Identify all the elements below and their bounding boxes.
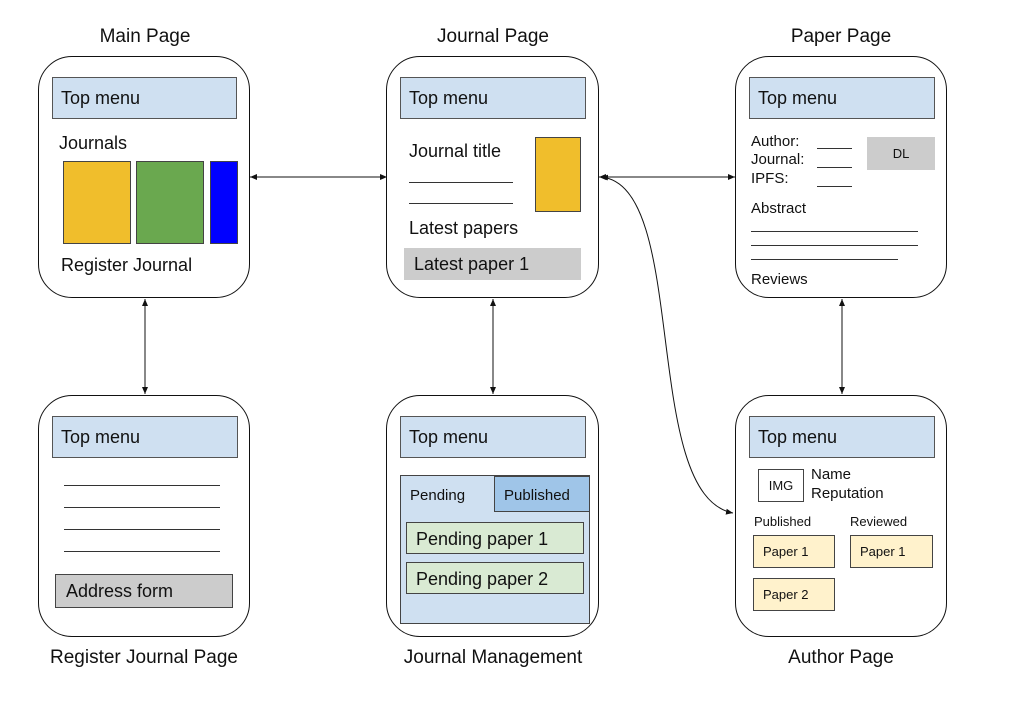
journal-title-line-2 bbox=[409, 203, 513, 204]
tab-published-label: Published bbox=[504, 487, 570, 504]
journal-latest-label: Latest papers bbox=[409, 218, 519, 238]
author-reviewed-item-label: Paper 1 bbox=[860, 544, 906, 559]
journal-top-menu[interactable]: Top menu bbox=[400, 77, 586, 119]
pending-paper-item-label: Pending paper 2 bbox=[416, 569, 549, 589]
journal-cover-image bbox=[535, 137, 581, 212]
journal-tile-green[interactable] bbox=[136, 161, 204, 244]
journal-tile-yellow[interactable] bbox=[63, 161, 131, 244]
paper-abstract-line-2 bbox=[751, 245, 918, 246]
author-name: Name bbox=[811, 466, 852, 483]
journal-title-line-1 bbox=[409, 182, 513, 183]
connector-journal-author bbox=[600, 174, 734, 515]
main-page-card: Top menu Journals Register Journal bbox=[38, 56, 250, 298]
paper-page-card: Top menu Author: Journal: IPFS: DL Abstr… bbox=[735, 56, 947, 298]
management-page-card: Top menu Pending Published Pending paper… bbox=[386, 395, 599, 637]
author-avatar: IMG bbox=[758, 469, 804, 502]
pending-paper-item[interactable]: Pending paper 2 bbox=[406, 562, 584, 594]
journal-title-label: Journal title bbox=[409, 141, 502, 161]
author-top-menu[interactable]: Top menu bbox=[749, 416, 935, 458]
journal-tile-blue[interactable] bbox=[210, 161, 238, 244]
pending-paper-item-label: Pending paper 1 bbox=[416, 529, 549, 549]
paper-author-line bbox=[817, 148, 852, 149]
author-page-title: Author Page bbox=[788, 647, 894, 668]
paper-dl-button[interactable]: DL bbox=[867, 137, 935, 170]
tab-pending[interactable]: Pending bbox=[400, 475, 495, 512]
tab-published[interactable]: Published bbox=[494, 476, 590, 512]
management-top-menu[interactable]: Top menu bbox=[400, 416, 586, 458]
paper-ipfs-label: IPFS: bbox=[751, 170, 789, 187]
register-page-title: Register Journal Page bbox=[50, 647, 238, 668]
author-published-item[interactable]: Paper 2 bbox=[753, 578, 835, 611]
register-field-line-3 bbox=[64, 529, 220, 530]
paper-abstract-line-3 bbox=[751, 259, 898, 260]
register-page-card: Top menu Address form bbox=[38, 395, 250, 637]
paper-journal-line bbox=[817, 167, 852, 168]
paper-dl-label: DL bbox=[892, 146, 910, 161]
register-field-line-2 bbox=[64, 507, 220, 508]
register-address-form[interactable]: Address form bbox=[55, 574, 233, 608]
paper-reviews-label: Reviews bbox=[751, 271, 808, 288]
author-reputation: Reputation bbox=[811, 485, 884, 502]
paper-page-title: Paper Page bbox=[790, 26, 892, 47]
author-published-label: Published bbox=[754, 514, 812, 529]
register-address-form-label: Address form bbox=[66, 581, 174, 601]
register-field-line-4 bbox=[64, 551, 220, 552]
paper-ipfs-line bbox=[817, 186, 852, 187]
paper-abstract-label: Abstract bbox=[751, 200, 807, 217]
journal-page-title: Journal Page bbox=[437, 26, 549, 47]
register-field-line-1 bbox=[64, 485, 220, 486]
author-avatar-label: IMG bbox=[768, 478, 794, 493]
author-reviewed-label: Reviewed bbox=[850, 514, 908, 529]
main-journals-label: Journals bbox=[59, 133, 128, 153]
register-top-menu[interactable]: Top menu bbox=[52, 416, 238, 458]
main-top-menu[interactable]: Top menu bbox=[52, 77, 237, 119]
author-page-card: Top menu IMG Name Reputation Published R… bbox=[735, 395, 947, 637]
paper-journal-label: Journal: bbox=[751, 151, 805, 168]
author-published-item-label: Paper 1 bbox=[763, 544, 809, 559]
journal-latest-item-label: Latest paper 1 bbox=[414, 254, 530, 274]
author-published-item-label: Paper 2 bbox=[763, 587, 809, 602]
tab-pending-label: Pending bbox=[410, 487, 466, 504]
pending-paper-item[interactable]: Pending paper 1 bbox=[406, 522, 584, 554]
journal-page-card: Top menu Journal title Latest papers Lat… bbox=[386, 56, 599, 298]
journal-latest-item[interactable]: Latest paper 1 bbox=[404, 248, 581, 280]
main-page-title: Main Page bbox=[99, 26, 191, 47]
author-published-item[interactable]: Paper 1 bbox=[753, 535, 835, 568]
paper-abstract-line-1 bbox=[751, 231, 918, 232]
main-register-link[interactable]: Register Journal bbox=[61, 255, 193, 275]
author-reviewed-item[interactable]: Paper 1 bbox=[850, 535, 933, 568]
paper-top-menu[interactable]: Top menu bbox=[749, 77, 935, 119]
paper-author-label: Author: bbox=[751, 133, 800, 150]
management-page-title: Journal Management bbox=[403, 647, 583, 668]
